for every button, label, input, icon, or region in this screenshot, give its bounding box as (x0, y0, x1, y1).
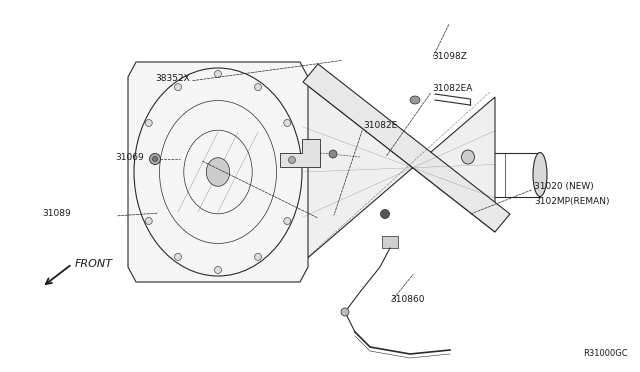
Text: R31000GC: R31000GC (584, 349, 628, 358)
Ellipse shape (461, 150, 474, 164)
Ellipse shape (329, 150, 337, 158)
Text: 3102MP(REMAN): 3102MP(REMAN) (534, 196, 609, 205)
Ellipse shape (381, 209, 390, 218)
Polygon shape (303, 64, 510, 232)
Text: FRONT: FRONT (75, 259, 113, 269)
Ellipse shape (145, 218, 152, 224)
Ellipse shape (152, 157, 157, 161)
Text: 31082EA: 31082EA (432, 83, 472, 93)
Ellipse shape (150, 154, 161, 164)
Ellipse shape (284, 218, 291, 224)
Ellipse shape (255, 84, 262, 91)
Ellipse shape (410, 96, 420, 104)
Text: 310860: 310860 (390, 295, 424, 305)
Ellipse shape (284, 119, 291, 126)
Text: 31098Z: 31098Z (432, 51, 467, 61)
Ellipse shape (289, 157, 296, 164)
Ellipse shape (341, 308, 349, 316)
Ellipse shape (145, 119, 152, 126)
Ellipse shape (214, 71, 221, 77)
Polygon shape (128, 62, 308, 282)
Text: 31089: 31089 (42, 208, 71, 218)
Ellipse shape (533, 153, 547, 196)
Ellipse shape (175, 253, 182, 260)
Polygon shape (303, 82, 495, 262)
Ellipse shape (255, 253, 262, 260)
Text: 31082E: 31082E (363, 121, 397, 129)
Ellipse shape (206, 158, 230, 186)
Ellipse shape (175, 84, 182, 91)
Text: 38352X: 38352X (156, 74, 190, 83)
Text: 31020 (NEW): 31020 (NEW) (534, 182, 594, 190)
Polygon shape (280, 139, 320, 167)
Ellipse shape (214, 266, 221, 273)
Text: 31069: 31069 (115, 153, 144, 161)
FancyBboxPatch shape (382, 236, 398, 248)
